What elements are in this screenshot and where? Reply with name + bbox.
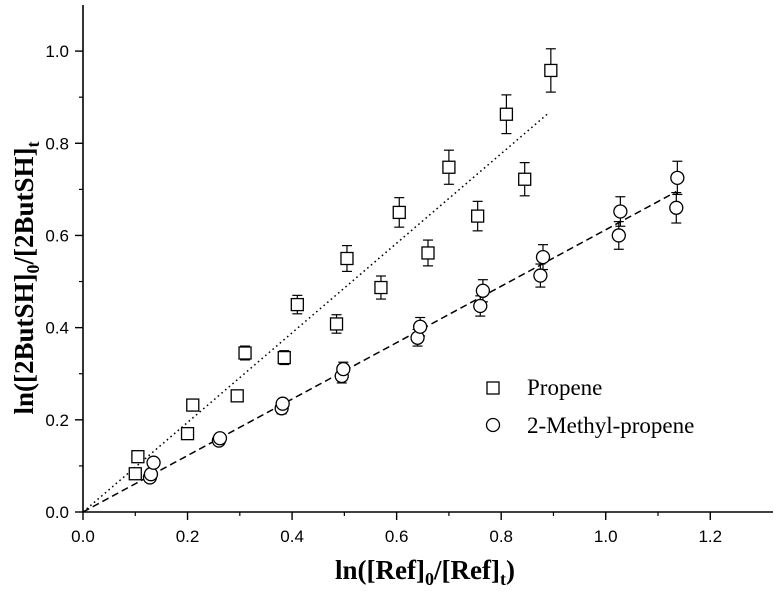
fit-lines <box>82 112 677 513</box>
x-tick-label: 1.0 <box>594 527 618 546</box>
data-point-2-methyl-propene <box>275 396 290 411</box>
legend-marker-2-methyl-propene <box>485 417 501 433</box>
data-point-propene <box>544 63 558 78</box>
y-tick-label: 0.6 <box>45 226 69 245</box>
data-point-propene <box>128 467 142 481</box>
data-point-2-methyl-propene <box>535 249 551 265</box>
x-tick-label: 1.2 <box>698 527 722 546</box>
y-tick-label: 0.0 <box>45 503 69 522</box>
ticks: 0.0 0.2 0.4 0.6 0.8 1.0 1.2 0.0 0.2 0.4 0.6 0.8 1.0 <box>45 42 722 546</box>
data-point-2-methyl-propene <box>670 170 685 185</box>
data-point-propene <box>471 209 485 223</box>
data-point-2-methyl-propene <box>611 228 626 243</box>
data-point-2-methyl-propene <box>475 283 491 298</box>
data-point-2-methyl-propene <box>146 455 161 470</box>
data-point-2-methyl-propene <box>143 467 159 482</box>
y-tick-label: 1.0 <box>45 42 69 61</box>
y-tick-label: 0.2 <box>45 411 69 430</box>
data-point-2-methyl-propene <box>613 204 628 219</box>
data-point-propene <box>421 246 435 260</box>
x-axis-title: ln([Ref]0/[Ref]t) <box>335 555 515 589</box>
fit-line-propene <box>82 112 549 513</box>
x-tick-label: 0.4 <box>280 527 304 546</box>
data-point-2-methyl-propene <box>413 319 428 334</box>
y-axis-title: ln([2ButSH]0/[2ButSH]t <box>9 141 43 414</box>
data-point-propene <box>230 389 244 403</box>
legend: Propene 2-Methyl-propene <box>485 375 694 438</box>
legend-label-propene: Propene <box>527 375 602 400</box>
data-point-propene <box>518 172 532 186</box>
x-tick-label: 0.0 <box>71 527 95 546</box>
data-point-propene <box>180 426 195 441</box>
legend-label-2-methyl-propene: 2-Methyl-propene <box>527 413 694 438</box>
data-point-propene <box>238 346 252 360</box>
data-point-propene <box>499 107 514 121</box>
data-point-propene <box>374 280 388 295</box>
fit-line-2-methyl-propene <box>82 191 677 513</box>
data-point-2-methyl-propene <box>533 268 548 283</box>
data-point-propene <box>290 297 304 312</box>
data-point-2-methyl-propene <box>473 298 488 314</box>
data-point-2-methyl-propene <box>669 200 684 215</box>
y-tick-label: 0.8 <box>45 134 69 153</box>
x-tick-label: 0.6 <box>385 527 409 546</box>
data-point-propene <box>329 317 344 331</box>
legend-marker-propene <box>486 381 500 395</box>
data-point-propene <box>392 205 406 220</box>
data-point-2-methyl-propene <box>212 431 228 446</box>
y-tick-label: 0.4 <box>45 319 69 338</box>
data-point-propene <box>131 450 145 464</box>
data-point-propene <box>442 160 456 174</box>
data-point-2-methyl-propene <box>336 361 351 377</box>
x-tick-label: 0.2 <box>176 527 200 546</box>
data-point-propene <box>186 398 200 412</box>
data-point-propene <box>340 251 354 266</box>
data-point-propene <box>277 350 291 365</box>
markers <box>128 63 685 485</box>
x-tick-label: 0.8 <box>489 527 513 546</box>
